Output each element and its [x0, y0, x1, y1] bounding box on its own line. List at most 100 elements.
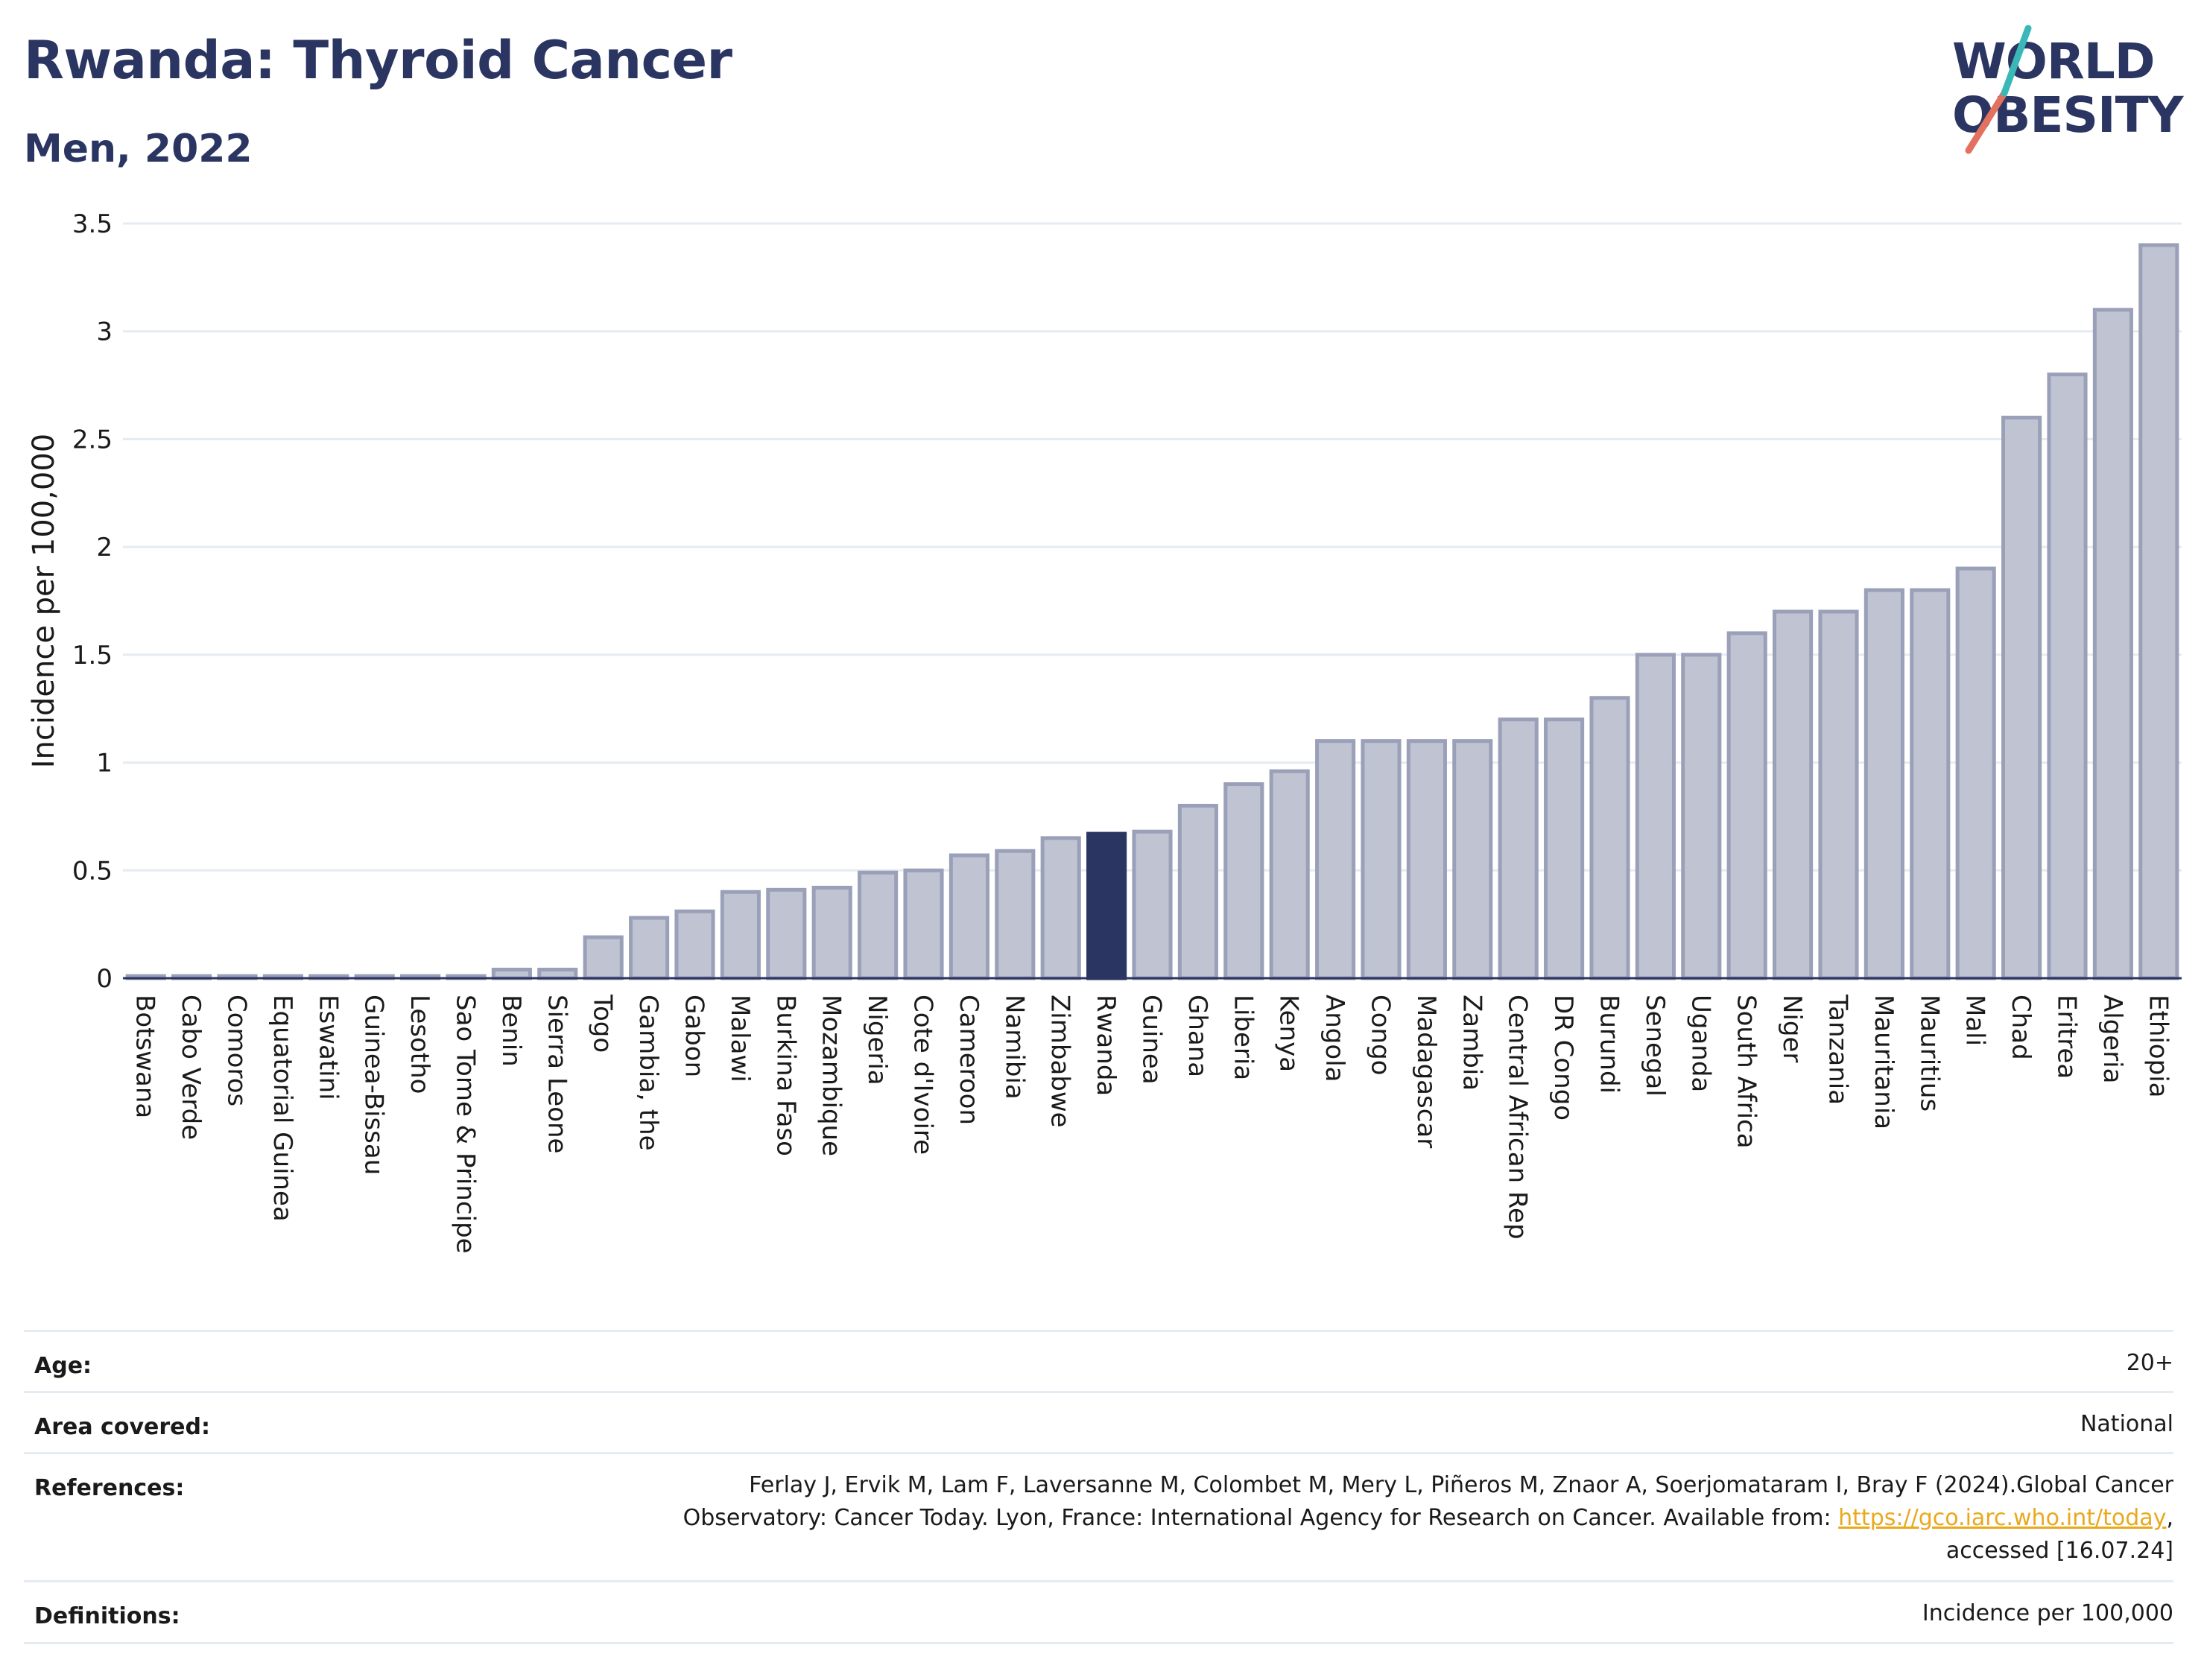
bar: [1726, 631, 1767, 980]
x-tick-label: Equatorial Guinea: [267, 995, 297, 1222]
x-tick-label: Lesotho: [405, 995, 434, 1094]
y-axis-label: Incidence per 100,000: [27, 434, 61, 769]
definitions-value: Incidence per 100,000: [1922, 1600, 2173, 1626]
x-tick-label: Botswana: [130, 995, 160, 1118]
bar: [1361, 739, 1402, 980]
area-label: Area covered:: [34, 1414, 210, 1440]
x-tick-label: Benin: [496, 995, 526, 1067]
references-line-2-text: Observatory: Cancer Today. Lyon, France:…: [683, 1505, 1839, 1531]
x-tick-label: Namibia: [999, 995, 1029, 1100]
x-tick-label: Gambia, the: [633, 995, 663, 1151]
info-row-area: Area covered: National: [24, 1391, 2173, 1453]
bar: [1177, 803, 1218, 980]
y-tick-label: 1.5: [72, 641, 113, 671]
x-tick-label: Ethiopia: [2143, 995, 2173, 1097]
bar: [1544, 717, 1585, 980]
bar: [1773, 609, 1814, 980]
bar: [1040, 836, 1081, 980]
x-tick-label: DR Congo: [1548, 995, 1578, 1120]
bar-highlighted: [1086, 831, 1127, 980]
info-row-definitions: Definitions: Incidence per 100,000: [24, 1580, 2173, 1644]
bar: [1955, 566, 1996, 980]
x-tick-label: Niger: [1777, 995, 1807, 1062]
chart-subtitle: Men, 2022: [24, 127, 253, 171]
bar: [1269, 769, 1310, 980]
x-tick-label: Tanzania: [1823, 994, 1853, 1105]
x-tick-label: Cote d'Ivoire: [908, 995, 938, 1155]
x-tick-label: Malawi: [725, 995, 755, 1083]
references-link[interactable]: https://gco.iarc.who.int/today: [1838, 1505, 2167, 1531]
x-tick-label: Uganda: [1685, 995, 1715, 1092]
bar-chart: 0 0.5 1 1.5 2 2.5 3 3.5 Incidence per 100,000 Bot…: [27, 209, 2182, 1254]
bar: [674, 909, 715, 980]
bar: [2001, 415, 2042, 980]
bar: [903, 868, 944, 980]
x-tick-label: Togo: [588, 994, 618, 1053]
y-tick-label: 1: [96, 749, 113, 779]
bar: [629, 916, 670, 980]
chart-title: Rwanda: Thyroid Cancer: [24, 30, 732, 91]
bar: [1863, 588, 1904, 980]
x-tick-label: Cabo Verde: [176, 995, 206, 1140]
bar: [2138, 243, 2179, 980]
world-obesity-logo: WORLD OBESITY: [1937, 22, 2183, 156]
references-line-2: Observatory: Cancer Today. Lyon, France:…: [683, 1502, 2173, 1535]
x-tick-label: Sierra Leone: [542, 995, 571, 1153]
references-line-3: accessed [16.07.24]: [1945, 1538, 2173, 1564]
bar: [1223, 782, 1264, 980]
y-tick-label: 3: [96, 317, 113, 347]
bar: [1818, 609, 1859, 980]
bar: [1910, 588, 1951, 980]
bar: [1635, 653, 1676, 980]
references-value: Ferlay J, Ervik M, Lam F, Laversanne M, …: [683, 1469, 2173, 1568]
bar: [2047, 373, 2088, 980]
age-label: Age:: [34, 1353, 92, 1379]
x-tick-label: Mauritania: [1869, 995, 1899, 1129]
info-row-age: Age: 20+: [24, 1330, 2173, 1392]
x-tick-label: Liberia: [1228, 995, 1258, 1080]
x-tick-label: Mozambique: [817, 995, 846, 1156]
bar: [1315, 739, 1356, 980]
x-tick-label: Angola: [1320, 995, 1349, 1082]
x-tick-label: Madagascar: [1411, 995, 1441, 1148]
age-value: 20+: [2126, 1350, 2173, 1376]
x-tick-label: Algeria: [2097, 995, 2127, 1083]
bar: [720, 890, 761, 980]
x-tick-label: South Africa: [1732, 995, 1761, 1149]
x-tick-label: Zambia: [1457, 995, 1486, 1091]
x-tick-label: Mauritius: [1914, 995, 1944, 1112]
y-tick-label: 0: [96, 964, 113, 994]
x-tick-label: Gabon: [680, 995, 709, 1077]
bar: [537, 967, 578, 980]
x-tick-label: Zimbabwe: [1045, 995, 1075, 1128]
x-tick-label: Burkina Faso: [770, 995, 800, 1156]
bar: [1589, 696, 1630, 980]
y-tick-label: 2: [96, 533, 113, 562]
x-tick-label: Senegal: [1640, 995, 1670, 1097]
definitions-label: Definitions:: [34, 1603, 180, 1629]
bar: [858, 870, 899, 980]
x-tick-label: Kenya: [1274, 995, 1304, 1072]
x-tick-label: Eritrea: [2052, 995, 2082, 1079]
bar: [491, 967, 532, 980]
x-tick-label: Cameroon: [954, 995, 984, 1125]
bar: [995, 849, 1036, 980]
bar: [1406, 739, 1447, 980]
x-tick-label: Mali: [1960, 995, 1990, 1046]
references-label: References:: [34, 1475, 185, 1501]
x-tick-label: Chad: [2006, 995, 2036, 1060]
bar: [949, 853, 989, 980]
references-line-1: Ferlay J, Ervik M, Lam F, Laversanne M, …: [749, 1472, 2173, 1498]
logo-slash-icon: [1965, 25, 2032, 154]
x-tick-label: Central African Rep: [1503, 995, 1533, 1240]
area-value: National: [2080, 1411, 2173, 1437]
y-tick-label: 3.5: [72, 209, 113, 239]
x-tick-label: Burundi: [1595, 995, 1624, 1094]
bar: [1498, 717, 1539, 980]
x-tick-label: Eswatini: [313, 995, 343, 1100]
x-tick-label: Rwanda: [1091, 995, 1121, 1096]
y-tick-label: 0.5: [72, 856, 113, 886]
bar: [2092, 308, 2133, 980]
bar: [811, 885, 852, 980]
x-tick-label: Guinea-Bissau: [359, 995, 389, 1175]
